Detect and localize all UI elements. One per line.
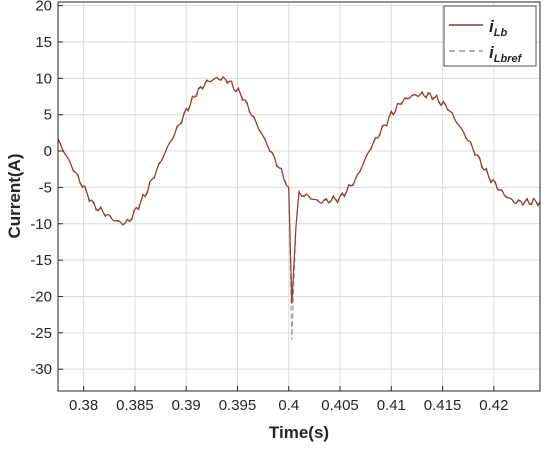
y-tick-label: -10	[30, 216, 52, 233]
y-tick-label: 0	[44, 143, 52, 160]
legend-label-ilb-sub: Lb	[494, 27, 508, 39]
x-tick-label: 0.395	[219, 397, 257, 414]
y-tick-label: -20	[30, 288, 52, 305]
y-tick-label: -15	[30, 252, 52, 269]
x-tick-label: 0.41	[377, 397, 406, 414]
legend-label-ilbref-sub: Lbref	[494, 53, 523, 65]
x-tick-label: 0.385	[116, 397, 154, 414]
series-group	[57, 75, 541, 341]
y-tick-label: -30	[30, 361, 52, 378]
x-tick-label: 0.405	[321, 397, 359, 414]
legend-label-ilbref: iLbref	[489, 43, 523, 65]
y-tick-label: -25	[30, 325, 52, 342]
x-tick-label: 0.4	[278, 397, 299, 414]
legend-box	[443, 5, 537, 67]
legend: iLb iLbref	[443, 5, 537, 67]
x-tick-label: 0.39	[172, 397, 201, 414]
y-tick-label: -5	[39, 179, 52, 196]
axis-ticks: 0.38 0.385 0.39 0.395 0.4 0.405 0.41 0.415 0.42 2…	[30, 0, 508, 414]
y-tick-label: 20	[35, 0, 52, 15]
legend-label-ilb-main: i	[489, 17, 495, 36]
x-tick-label: 0.42	[479, 397, 508, 414]
y-tick-label: 10	[35, 70, 52, 87]
plot-frame	[57, 1, 541, 392]
legend-label-ilb: iLb	[489, 17, 507, 39]
x-tick-label: 0.38	[69, 397, 98, 414]
y-tick-label: 5	[44, 107, 52, 124]
y-axis-title: Current(A)	[5, 154, 24, 239]
x-tick-label: 0.415	[424, 397, 462, 414]
x-axis-title: Time(s)	[269, 423, 329, 442]
y-tick-label: 15	[35, 34, 52, 51]
legend-label-ilbref-main: i	[489, 43, 495, 62]
series-line-ilb	[57, 75, 541, 304]
